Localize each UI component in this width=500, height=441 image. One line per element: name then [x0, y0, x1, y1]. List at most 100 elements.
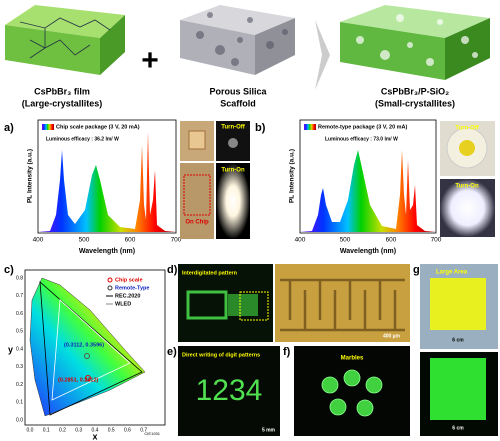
- film-illustration-part: [5, 25, 100, 75]
- film-illustration: [5, 5, 125, 75]
- pattern: [186, 290, 228, 320]
- composite-illustration-part-part: [472, 52, 478, 58]
- composite-illustration-part: [356, 14, 478, 66]
- y-tick-label: 0.3: [16, 364, 23, 370]
- plot-frame: [37, 119, 177, 234]
- scaffold-illustration-part-part: [247, 17, 253, 23]
- composite-illustration-part-part: [380, 50, 390, 60]
- dimension-label: 6 cm: [452, 425, 464, 431]
- composite-illustration-part-part: [437, 19, 443, 25]
- legend: Remote-type package (3 V, 20 mA): [318, 124, 408, 130]
- cie-ticks: 0.0 0.1 0.2 0.3 0.4 0.5 0.6 0.7 0.0 0.1 0.2 0.3 0.4 0…: [16, 275, 147, 433]
- y-tick-label: 0.0: [16, 417, 23, 423]
- composite-illustration-part-part: [426, 58, 434, 66]
- point-label: (0.2851, 0.2812): [58, 377, 99, 383]
- efficacy: Luminous efficacy : 36.2 lm/ W: [46, 136, 119, 142]
- legend-entry: REC.2020: [115, 293, 140, 299]
- point-marker: [85, 375, 91, 381]
- film-illustration-part: [100, 15, 125, 75]
- large-film: [430, 278, 486, 330]
- scaffold-illustration-part-part: [282, 29, 288, 35]
- x-tick-label: 500: [79, 237, 90, 244]
- composite-sublabel: (Small-crystallites): [375, 98, 455, 108]
- photo-label: On Chip: [185, 220, 209, 226]
- film-illustration-part: [29, 39, 91, 56]
- y-axis-label: PL Intensity (a.u.): [289, 149, 296, 203]
- legend-swatch: [304, 124, 316, 130]
- plot-frame: [299, 119, 437, 234]
- photo: [216, 163, 250, 239]
- plus-sign: +: [141, 44, 159, 77]
- digits: 1234: [196, 374, 263, 407]
- scaffold-illustration-part-part: [237, 37, 243, 43]
- marbles-part: [329, 398, 347, 416]
- photo-led: [228, 138, 238, 148]
- x-tick-label: 0.5: [108, 427, 115, 433]
- panel-letter: d): [167, 264, 178, 276]
- x-tick-label: 0.3: [75, 427, 82, 433]
- panel-letter: c): [4, 264, 14, 276]
- x-tick-label: 0.0: [27, 427, 34, 433]
- scaffold-illustration-part-part: [207, 12, 213, 18]
- legend-entry: WLED: [115, 301, 131, 307]
- scaffold-sublabel: Scaffold: [220, 98, 256, 108]
- scaffold-illustration-part-part: [266, 41, 274, 49]
- film-sublabel: (Large-crystallites): [22, 98, 103, 108]
- wled-triangle: [51, 299, 131, 401]
- photo-label: Turn-Off: [221, 125, 246, 131]
- x-tick-label: 500: [340, 237, 351, 244]
- film-illustration-part: [19, 17, 111, 31]
- legend-marker: [107, 285, 113, 291]
- marbles-part: [365, 376, 383, 394]
- x-tick-label: 700: [431, 237, 442, 244]
- photo-disk: [459, 140, 475, 156]
- composite-illustration-part: [340, 22, 445, 80]
- photo: [178, 346, 280, 436]
- panel-title: Direct writing of digit patterns: [182, 352, 260, 358]
- x-tick-label: 600: [125, 237, 136, 244]
- panel-letter: e): [167, 346, 177, 358]
- scaffold-illustration: [180, 5, 295, 75]
- photo-label: Turn-On: [455, 184, 479, 190]
- x-tick-label: 0.7: [140, 427, 147, 433]
- plot-frame: [24, 269, 166, 426]
- photo: [180, 163, 214, 239]
- spectrum: [300, 150, 436, 232]
- electrode: [280, 278, 405, 332]
- dimension-label: 6 cm: [452, 337, 464, 343]
- legend-marker: [107, 277, 113, 283]
- composite-illustration-part-part: [461, 36, 469, 44]
- panel-title: Interdigitated pattern: [182, 270, 238, 276]
- x-axis-label: Wavelength (nm): [340, 248, 396, 255]
- y-tick-label: 0.5: [16, 329, 23, 335]
- x-tick-label: 0.1: [43, 427, 50, 433]
- x-tick-label: 0.2: [59, 427, 66, 433]
- film-illustration-part: [29, 28, 46, 59]
- photo: [440, 179, 495, 237]
- panel-title: Marbles: [341, 356, 364, 362]
- marbles-part: [356, 399, 374, 417]
- x-tick-label: 400: [33, 237, 44, 244]
- point-label: (0.3112, 0.3596): [64, 342, 104, 348]
- y-tick-label: 0.1: [16, 400, 23, 406]
- pattern: [228, 294, 258, 316]
- x-axis-label: Wavelength (nm): [79, 248, 135, 255]
- y-tick-label: 0.4: [16, 346, 23, 352]
- efficacy: Luminous efficacy : 73.0 lm/ W: [325, 136, 398, 142]
- composite-illustration-part-part: [407, 42, 413, 48]
- film-label: CsPbBr₃ film: [34, 86, 90, 96]
- x-tick-label: 0.6: [124, 427, 131, 433]
- scaffold-illustration-part-part: [215, 45, 225, 55]
- photo-label: Turn-Off: [455, 126, 480, 132]
- x-tick-label: 700: [171, 237, 182, 244]
- composite-illustration-part: [445, 18, 490, 80]
- photo-chip: [188, 130, 206, 150]
- y-tick-label: 0.6: [16, 311, 23, 317]
- spectrum: [38, 132, 176, 232]
- panel-title: Large Area: [436, 270, 468, 276]
- y-axis-label: PL Intensity (a.u.): [27, 149, 34, 203]
- scaffold-illustration-part-part: [196, 31, 204, 39]
- scaffold-illustration-part: [196, 12, 288, 66]
